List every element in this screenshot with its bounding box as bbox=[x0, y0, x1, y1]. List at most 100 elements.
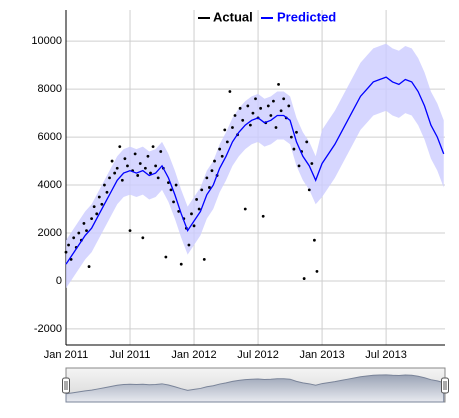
data-point bbox=[95, 212, 99, 216]
data-point bbox=[259, 106, 263, 110]
data-point bbox=[77, 231, 81, 235]
data-point bbox=[118, 145, 122, 149]
range-preview bbox=[65, 374, 445, 403]
data-point bbox=[287, 104, 291, 108]
legend-label: Actual bbox=[213, 9, 253, 24]
x-tick-label: Jan 2011 bbox=[44, 349, 88, 361]
data-point bbox=[138, 162, 142, 165]
data-point bbox=[141, 236, 145, 240]
data-point bbox=[246, 104, 250, 108]
data-point bbox=[187, 243, 191, 247]
data-point bbox=[172, 200, 175, 204]
data-point bbox=[120, 178, 124, 182]
data-point bbox=[85, 229, 88, 233]
x-tick-label: Jan 2013 bbox=[299, 349, 344, 361]
data-point bbox=[197, 207, 201, 211]
data-point bbox=[208, 186, 211, 189]
data-point bbox=[123, 157, 127, 161]
data-point bbox=[190, 212, 193, 216]
data-point bbox=[282, 97, 286, 101]
data-point bbox=[151, 145, 155, 149]
data-point bbox=[248, 123, 252, 127]
data-point bbox=[115, 166, 119, 170]
data-point bbox=[312, 238, 316, 242]
data-point bbox=[210, 169, 214, 173]
data-point bbox=[223, 128, 227, 132]
y-tick-label: 0 bbox=[56, 275, 62, 287]
data-point bbox=[220, 154, 224, 158]
data-point bbox=[143, 166, 147, 170]
x-tick-label: Jul 2012 bbox=[237, 349, 279, 361]
y-tick-label: 10000 bbox=[31, 35, 62, 47]
data-point bbox=[169, 188, 173, 192]
data-point bbox=[261, 214, 265, 218]
data-point bbox=[274, 126, 278, 129]
data-point bbox=[279, 109, 283, 113]
legend: Actual Predicted bbox=[198, 9, 336, 24]
data-point bbox=[305, 140, 309, 144]
data-point bbox=[254, 97, 257, 101]
data-point bbox=[179, 262, 183, 266]
data-point bbox=[205, 176, 209, 180]
data-point bbox=[87, 265, 91, 268]
data-point bbox=[200, 188, 204, 192]
data-point bbox=[269, 114, 273, 117]
x-tick-label: Jul 2013 bbox=[365, 349, 407, 361]
data-point bbox=[238, 106, 242, 110]
data-point bbox=[243, 207, 247, 211]
y-tick-label: 8000 bbox=[38, 83, 62, 95]
data-point bbox=[105, 190, 109, 194]
data-point bbox=[136, 174, 140, 177]
x-tick-label: Jul 2011 bbox=[110, 349, 151, 361]
data-point bbox=[213, 159, 216, 163]
y-tick-label: 6000 bbox=[38, 131, 62, 143]
data-point bbox=[108, 176, 111, 180]
data-point bbox=[167, 181, 170, 185]
data-point bbox=[218, 147, 222, 151]
data-point bbox=[315, 269, 319, 273]
data-point bbox=[231, 126, 234, 129]
data-point bbox=[82, 222, 86, 225]
data-point bbox=[277, 82, 280, 86]
data-point bbox=[225, 140, 229, 144]
data-point bbox=[156, 176, 160, 180]
data-point bbox=[149, 171, 152, 175]
data-point bbox=[192, 224, 196, 228]
data-point bbox=[297, 164, 301, 168]
data-point bbox=[295, 130, 298, 134]
data-point bbox=[103, 183, 106, 187]
data-point bbox=[154, 164, 158, 168]
data-point bbox=[289, 135, 293, 139]
data-point bbox=[195, 198, 199, 201]
y-tick-label: 2000 bbox=[38, 227, 62, 239]
data-point bbox=[146, 154, 150, 158]
predicted-line bbox=[65, 76, 445, 265]
data-point bbox=[128, 229, 132, 233]
y-tick-label: 4000 bbox=[38, 179, 62, 191]
x-tick-label: Jan 2012 bbox=[171, 349, 216, 361]
data-point bbox=[90, 217, 94, 221]
data-point bbox=[164, 255, 168, 259]
uncertainty-band bbox=[66, 43, 444, 289]
data-point bbox=[202, 257, 206, 261]
range-handle[interactable] bbox=[62, 377, 70, 394]
data-point bbox=[97, 195, 101, 199]
legend-label: Predicted bbox=[277, 9, 336, 24]
data-point bbox=[100, 202, 104, 206]
data-point bbox=[292, 147, 296, 151]
y-tick-label: -2000 bbox=[34, 323, 62, 335]
data-point bbox=[233, 114, 237, 117]
data-point bbox=[72, 236, 76, 240]
data-point bbox=[302, 277, 306, 280]
data-point bbox=[174, 183, 178, 187]
data-point bbox=[177, 210, 181, 213]
data-point bbox=[251, 111, 255, 115]
data-point bbox=[159, 150, 163, 153]
range-handle[interactable] bbox=[441, 377, 449, 394]
data-point bbox=[92, 205, 96, 209]
data-point bbox=[67, 243, 70, 247]
data-point bbox=[307, 188, 311, 192]
data-point bbox=[310, 162, 314, 165]
data-point bbox=[113, 171, 117, 175]
